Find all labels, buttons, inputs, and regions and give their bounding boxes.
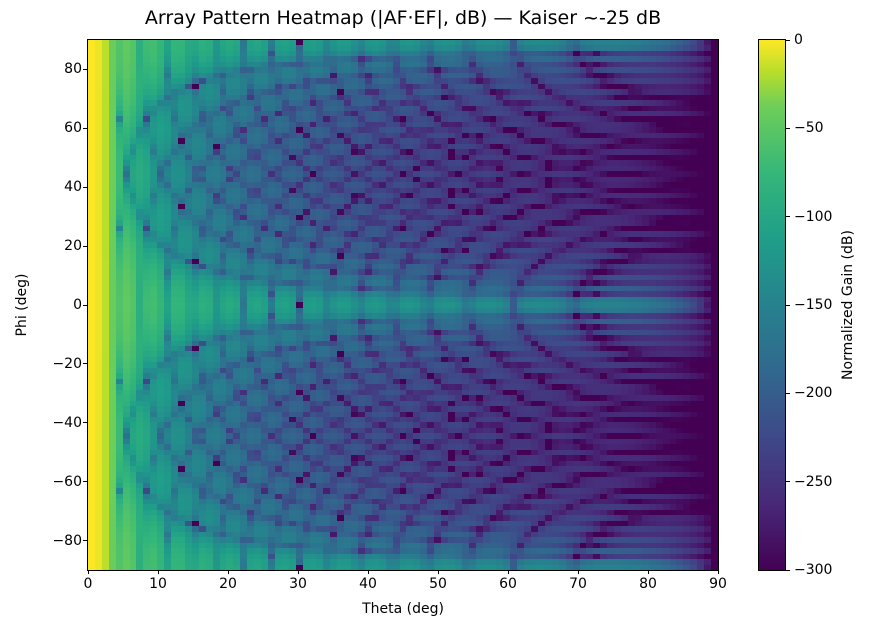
x-tick-label: 90: [709, 576, 727, 592]
plot-area: [87, 39, 719, 571]
x-tick-label: 50: [429, 576, 447, 592]
colorbar-tick-mark: [786, 127, 790, 129]
x-tick-mark: [227, 570, 229, 574]
y-axis-label: Phi (deg): [14, 273, 30, 337]
y-tick-label: −80: [52, 532, 82, 549]
y-tick-mark: [83, 304, 87, 306]
colorbar-tick-label: 0: [794, 32, 803, 48]
heatmap-canvas: [88, 40, 718, 570]
x-tick-label: 10: [149, 576, 167, 592]
y-tick-mark: [83, 481, 87, 483]
colorbar-tick-label: −100: [794, 208, 833, 225]
x-tick-mark: [507, 570, 509, 574]
colorbar-tick-label: −50: [794, 120, 824, 137]
x-tick-label: 60: [499, 576, 517, 592]
colorbar: [758, 39, 786, 571]
colorbar-tick-mark: [786, 569, 790, 571]
y-tick-label: −40: [52, 414, 82, 431]
x-tick-label: 30: [289, 576, 307, 592]
colorbar-tick-label: −200: [794, 385, 833, 402]
y-tick-label: 20: [64, 238, 82, 255]
y-tick-mark: [83, 540, 87, 542]
colorbar-tick-label: −150: [794, 297, 833, 313]
colorbar-label: Normalized Gain (dB): [840, 230, 856, 380]
colorbar-tick-mark: [786, 216, 790, 218]
colorbar-tick-mark: [786, 481, 790, 483]
y-tick-mark: [83, 363, 87, 365]
colorbar-gradient: [759, 40, 785, 570]
y-tick-label: 40: [64, 179, 82, 196]
x-tick-label: 20: [219, 576, 237, 592]
y-tick-label: 80: [64, 61, 82, 78]
y-tick-mark: [83, 422, 87, 424]
chart-title: Array Pattern Heatmap (|AF·EF|, dB) — Ka…: [144, 7, 662, 29]
colorbar-tick-mark: [786, 392, 790, 394]
colorbar-tick-mark: [786, 304, 790, 306]
y-tick-mark: [83, 68, 87, 70]
x-tick-label: 40: [359, 576, 377, 592]
y-tick-label: 60: [64, 120, 82, 137]
y-tick-mark: [83, 127, 87, 129]
y-tick-mark: [83, 186, 87, 188]
x-tick-mark: [577, 570, 579, 574]
x-tick-label: 70: [569, 576, 587, 592]
y-tick-label: 0: [73, 297, 82, 313]
y-tick-label: −20: [52, 355, 82, 372]
x-tick-mark: [647, 570, 649, 574]
x-tick-mark: [717, 570, 719, 574]
x-tick-mark: [87, 570, 89, 574]
x-tick-mark: [437, 570, 439, 574]
y-tick-mark: [83, 245, 87, 247]
x-tick-mark: [297, 570, 299, 574]
x-tick-label: 80: [639, 576, 657, 592]
x-tick-mark: [367, 570, 369, 574]
colorbar-tick-label: −250: [794, 473, 833, 490]
x-axis-label: Theta (deg): [362, 601, 444, 617]
colorbar-tick-label: −300: [794, 562, 833, 578]
x-tick-label: 0: [83, 576, 93, 592]
x-tick-mark: [157, 570, 159, 574]
colorbar-tick-mark: [786, 39, 790, 41]
y-tick-label: −60: [52, 473, 82, 490]
